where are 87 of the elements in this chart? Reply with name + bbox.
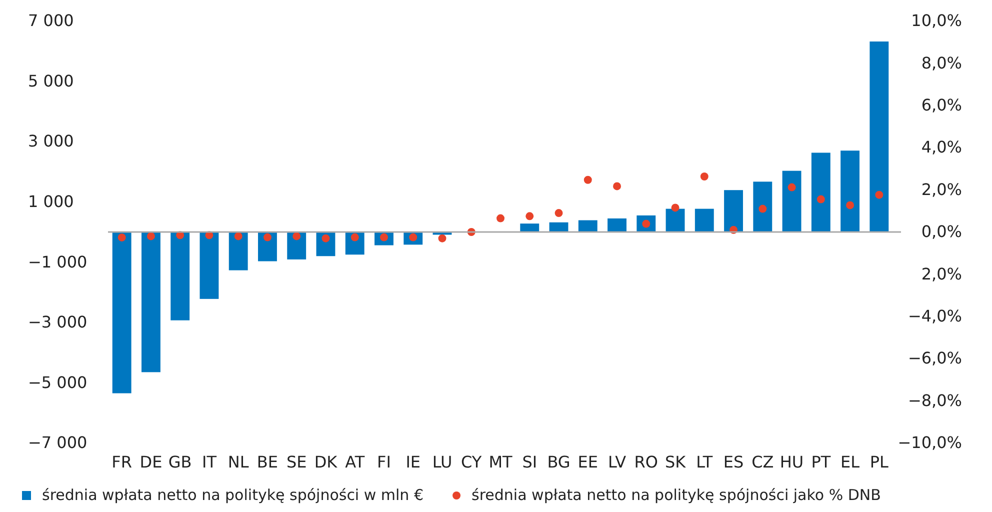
bar	[200, 232, 219, 299]
bar	[753, 182, 772, 232]
point	[875, 190, 884, 199]
point	[671, 204, 680, 212]
point	[118, 234, 126, 242]
x-tick-label: SK	[664, 452, 686, 472]
x-tick-label: MT	[488, 452, 513, 472]
bar	[258, 232, 277, 262]
x-tick-label: CZ	[752, 452, 774, 472]
y2-tick-label: 4,0%	[921, 138, 962, 157]
point	[700, 172, 708, 180]
y2-tick-label: 6,0%	[921, 96, 962, 115]
y2-tick-label: 0,0%	[921, 222, 962, 242]
x-tick-label: LU	[432, 452, 452, 472]
bar	[840, 150, 860, 232]
x-tick-label: BE	[256, 452, 278, 472]
point	[613, 182, 621, 190]
x-tick-label: DE	[140, 452, 162, 472]
y2-tick-label: −4,0%	[908, 306, 962, 326]
y2-tick-label: −10,0%	[898, 433, 962, 452]
x-tick-label: EL	[840, 452, 860, 472]
bar	[228, 232, 248, 270]
y-tick-label: 3 000	[28, 132, 74, 151]
x-tick-label: AT	[345, 452, 365, 472]
point	[146, 232, 155, 240]
x-tick-label: PL	[870, 452, 889, 472]
y2-tick-label: −8,0%	[908, 390, 962, 410]
bar	[112, 232, 132, 394]
x-tick-label: FR	[112, 452, 132, 472]
y-tick-label: −1 000	[28, 252, 88, 272]
y-tick-label: 5 000	[28, 71, 74, 90]
point	[554, 209, 563, 217]
y2-tick-label: 2,0%	[921, 180, 962, 199]
bar	[287, 232, 306, 260]
y-tick-label: −3 000	[28, 312, 88, 332]
x-tick-label: BG	[547, 452, 570, 472]
point	[292, 232, 301, 240]
x-tick-label: CY	[461, 452, 482, 472]
y2-tick-label: 10,0%	[911, 11, 962, 30]
bar	[578, 220, 598, 232]
y-tick-label: 1 000	[28, 192, 74, 211]
bar	[811, 152, 830, 232]
point	[816, 195, 825, 204]
point	[322, 234, 330, 242]
bar	[141, 232, 160, 372]
point	[758, 204, 767, 213]
x-tick-label: IT	[202, 452, 217, 472]
y-tick-label: −5 000	[28, 372, 88, 392]
y2-tick-label: 8,0%	[921, 53, 962, 72]
y-tick-label: −7 000	[28, 433, 88, 452]
y-tick-label: 7 000	[28, 11, 74, 30]
point	[438, 234, 446, 242]
bar	[666, 208, 685, 232]
x-tick-label: LV	[608, 452, 626, 472]
bar	[782, 170, 802, 232]
bar	[608, 218, 626, 232]
x-tick-label: DK	[314, 452, 338, 472]
point	[788, 183, 796, 192]
legend-label: średnia wpłata netto na politykę spójności w mln €	[42, 486, 424, 504]
bar	[170, 232, 190, 320]
x-tick-label: HU	[780, 452, 804, 472]
x-tick-label: GB	[168, 452, 192, 472]
point	[350, 233, 359, 242]
y2-tick-label: −6,0%	[908, 348, 962, 368]
x-tick-label: NL	[228, 452, 249, 472]
x-tick-label: EE	[578, 452, 598, 472]
bar	[870, 41, 889, 232]
point	[263, 233, 272, 242]
x-tick-label: SI	[522, 452, 538, 472]
x-tick-label: LT	[696, 452, 713, 472]
x-tick-label: FI	[377, 452, 391, 472]
legend-label: średnia wpłata netto na politykę spójności jako % DNB	[472, 486, 881, 504]
y2-tick-label: 2,0%	[921, 264, 962, 284]
point	[496, 214, 504, 222]
point	[526, 212, 534, 220]
x-tick-label: SE	[286, 452, 307, 472]
bar	[549, 222, 568, 232]
bar	[694, 208, 714, 232]
x-tick-label: RO	[634, 452, 658, 472]
point	[234, 232, 242, 240]
x-tick-label: IE	[406, 452, 421, 472]
point	[846, 201, 854, 210]
bar	[724, 190, 743, 232]
bar	[520, 224, 540, 232]
point	[584, 176, 592, 184]
x-tick-label: ES	[723, 452, 744, 472]
x-tick-label: PT	[811, 452, 831, 472]
